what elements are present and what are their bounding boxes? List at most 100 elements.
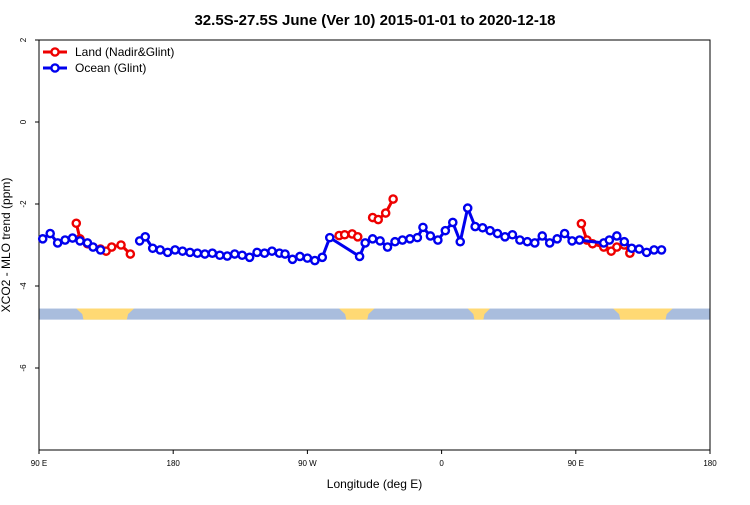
series-ocean-point-21 — [222, 251, 233, 261]
series-ocean-point-5 — [75, 236, 85, 246]
series-land-point-11 — [352, 231, 363, 242]
land-band-2 — [339, 308, 375, 320]
series-ocean-point-30 — [287, 254, 298, 265]
series-ocean-point-71 — [626, 243, 637, 254]
land-band-4 — [613, 308, 673, 320]
series-ocean-point-15 — [177, 246, 188, 256]
series-layer — [37, 194, 667, 266]
series-ocean-point-13 — [162, 247, 173, 258]
series-land-point-6 — [116, 240, 126, 250]
series-ocean-point-8 — [95, 245, 106, 255]
series-ocean-point-46 — [425, 231, 436, 241]
series-ocean-point-75 — [656, 245, 667, 255]
series-ocean-point-11 — [147, 243, 158, 254]
series-ocean-point-31 — [295, 251, 305, 262]
series-land-point-7 — [125, 249, 136, 259]
series-land-point-9 — [339, 229, 350, 240]
x-tick-label-3: 0 — [439, 459, 444, 468]
series-land-point-13 — [373, 214, 384, 225]
x-tick-label-0: 90 E — [31, 459, 47, 468]
series-ocean-point-45 — [418, 222, 428, 233]
x-axis-label: Longitude (deg E) — [327, 477, 422, 491]
x-axis: 90 E 180 90 W 0 90 E 180 — [31, 450, 717, 468]
y-tick-label-2: -2 — [19, 200, 28, 208]
y-axis-label: XCO2 - MLO trend (ppm) — [0, 178, 13, 313]
series-ocean-point-61 — [537, 231, 548, 241]
series-ocean-point-47 — [433, 235, 443, 245]
series-ocean — [37, 203, 667, 266]
series-ocean-point-19 — [207, 248, 218, 258]
series-ocean-point-26 — [259, 248, 270, 258]
series-land-point-21 — [612, 242, 622, 252]
series-ocean-point-57 — [507, 229, 518, 240]
series-land-point-14 — [380, 208, 391, 218]
series-ocean-point-1 — [45, 228, 55, 239]
chart-title: 32.5S-27.5S June (Ver 10) 2015-01-01 to … — [194, 12, 555, 29]
series-ocean-point-39 — [375, 236, 385, 246]
series-ocean-point-51 — [462, 203, 473, 213]
series-ocean-point-54 — [485, 225, 495, 236]
x-tick-label-1: 180 — [167, 459, 181, 468]
series-ocean-point-23 — [237, 250, 247, 261]
x-tick-label-4: 90 E — [568, 459, 584, 468]
series-ocean-point-12 — [155, 245, 165, 255]
series-ocean-point-73 — [641, 247, 652, 258]
series-land-point-16 — [576, 218, 587, 229]
series-ocean-point-14 — [170, 245, 180, 255]
series-ocean-point-50 — [455, 236, 466, 247]
series-ocean-point-0 — [37, 234, 48, 244]
y-tick-label-1: 0 — [19, 119, 28, 124]
series-ocean-point-49 — [447, 217, 458, 228]
series-ocean-point-27 — [267, 246, 277, 256]
series-ocean-point-18 — [200, 249, 210, 259]
series-land-point-15 — [388, 194, 398, 204]
series-ocean-point-55 — [492, 228, 503, 239]
series-ocean-point-7 — [88, 242, 98, 252]
series-ocean-point-42 — [397, 235, 408, 245]
series-ocean-point-16 — [185, 247, 195, 258]
y-axis: 2 0 -2 -4 -6 — [19, 37, 39, 372]
x-tick-label-2: 90 W — [298, 459, 317, 468]
series-ocean-point-3 — [60, 235, 70, 245]
legend-label-ocean: Ocean (Glint) — [75, 61, 146, 75]
series-ocean-point-62 — [544, 238, 555, 248]
series-ocean-point-74 — [649, 245, 659, 255]
series-ocean-point-17 — [192, 248, 203, 258]
series-ocean-point-29 — [280, 249, 290, 259]
series-ocean-point-56 — [500, 231, 510, 242]
legend-marker-land — [50, 47, 60, 57]
series-ocean-point-48 — [440, 225, 451, 236]
series-ocean-point-34 — [317, 252, 328, 263]
land-band-3 — [467, 308, 491, 320]
series-ocean-point-65 — [567, 236, 577, 246]
series-ocean-point-2 — [52, 238, 63, 248]
y-tick-label-0: 2 — [19, 37, 28, 42]
series-ocean-point-32 — [302, 253, 313, 263]
series-ocean-point-60 — [529, 238, 540, 248]
series-ocean-point-35 — [324, 232, 335, 243]
y-tick-label-4: -6 — [19, 364, 28, 372]
series-ocean-point-53 — [477, 222, 488, 233]
series-ocean-point-69 — [612, 231, 622, 241]
legend: Land (Nadir&Glint) Ocean (Glint) — [43, 45, 174, 75]
series-ocean-point-63 — [552, 234, 562, 244]
plot-frame — [38, 39, 711, 451]
surface-type-bands — [39, 308, 710, 320]
land-band-1 — [76, 308, 135, 320]
series-ocean-point-22 — [229, 249, 240, 259]
legend-label-land: Land (Nadir&Glint) — [75, 45, 174, 59]
series-ocean-point-40 — [382, 242, 393, 252]
series-ocean-point-43 — [405, 234, 415, 244]
y-tick-label-3: -4 — [19, 282, 28, 290]
series-ocean-point-25 — [252, 247, 262, 258]
series-ocean-point-44 — [412, 232, 423, 243]
series-ocean-point-68 — [604, 235, 615, 245]
series-ocean-point-24 — [244, 252, 255, 263]
series-ocean-point-33 — [310, 255, 320, 266]
series-ocean-point-66 — [574, 235, 585, 245]
series-ocean-point-4 — [67, 233, 78, 243]
series-ocean-point-59 — [522, 236, 533, 247]
x-tick-label-5: 180 — [703, 459, 717, 468]
series-land-point-5 — [106, 242, 117, 252]
